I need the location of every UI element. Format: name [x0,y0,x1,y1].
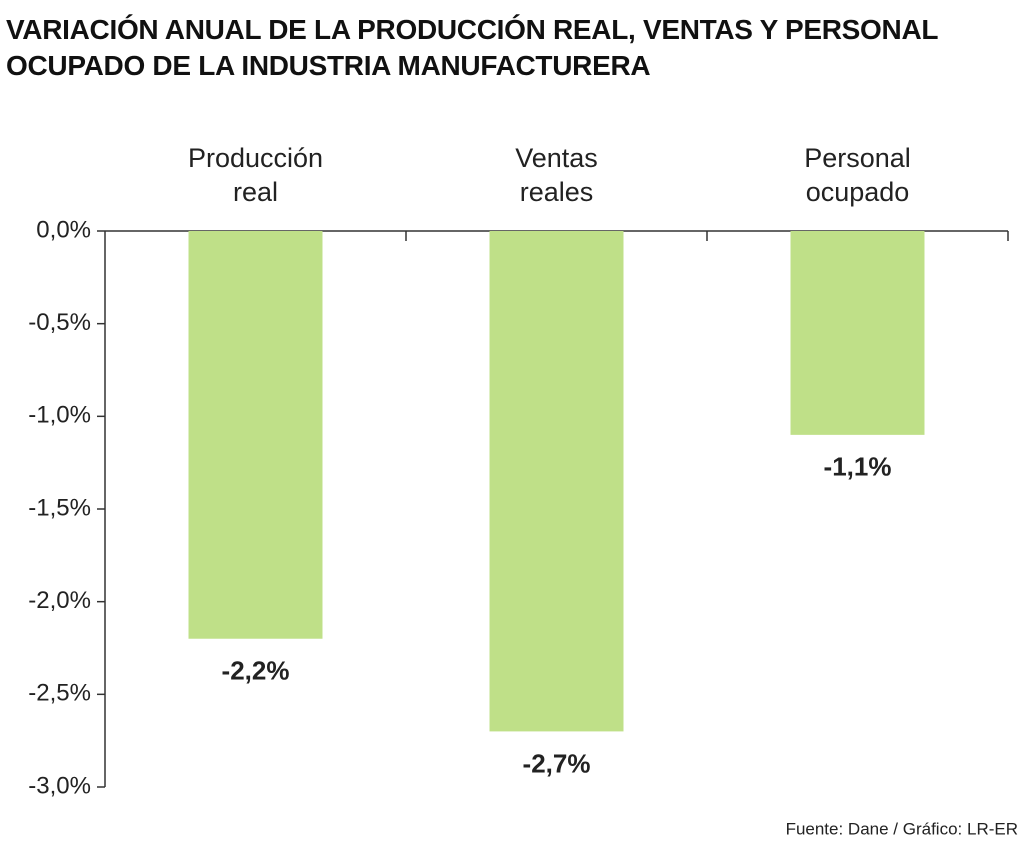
bar [188,231,323,639]
y-tick-label: -2,0% [28,587,91,614]
bar [790,231,925,435]
y-tick-label: -1,5% [28,494,91,521]
y-tick-label: -2,5% [28,680,91,707]
category-label: Producción real [188,143,323,207]
category-label: Ventas reales [515,143,598,207]
y-tick-label: -1,0% [28,402,91,429]
chart-title: VARIACIÓN ANUAL DE LA PRODUCCIÓN REAL, V… [6,14,938,81]
y-tick-label: -0,5% [28,309,91,336]
value-label: -2,7% [523,748,591,778]
source-note: Fuente: Dane / Gráfico: LR-ER [786,819,1018,838]
category-label: Personal ocupado [804,143,911,207]
bar [489,231,624,732]
value-label: -2,2% [222,656,290,686]
y-tick-label: 0,0% [36,216,91,243]
y-tick-label: -3,0% [28,772,91,799]
value-label: -1,1% [824,452,892,482]
